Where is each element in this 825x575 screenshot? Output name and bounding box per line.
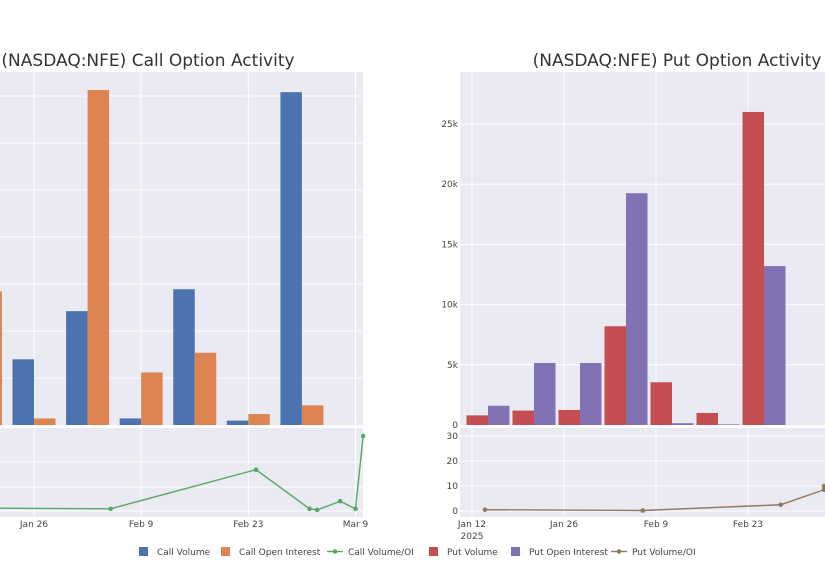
put-ratio-y-tick-label: 30 bbox=[447, 432, 459, 442]
call-open-interest-bar bbox=[301, 405, 324, 425]
put-y-tick-label: 0 bbox=[452, 421, 458, 431]
put-ratio-plot-area bbox=[460, 428, 825, 517]
put-y-tick-label: 25k bbox=[441, 120, 458, 130]
legend-item: Put Volume bbox=[429, 547, 498, 558]
call-open-interest-bar bbox=[34, 418, 56, 425]
call-volume-oi-point bbox=[253, 467, 259, 472]
put-x-tick-label: Feb 23 bbox=[733, 520, 763, 530]
call-volume-oi-point bbox=[307, 506, 312, 512]
call-ratio-plot-area bbox=[0, 428, 363, 517]
put-volume-bar bbox=[558, 409, 580, 425]
call-open-interest-bar bbox=[248, 414, 270, 425]
call-volume-bar bbox=[66, 311, 88, 425]
put-y-tick-label: 10k bbox=[441, 301, 458, 311]
call-volume-bar bbox=[280, 92, 302, 425]
legend-item: Call Volume/OI bbox=[327, 548, 414, 558]
call-volume-bar bbox=[119, 418, 142, 425]
put-volume-oi-point bbox=[640, 508, 646, 513]
put-volume-bar bbox=[696, 412, 718, 425]
call-chart-title: (NASDAQ:NFE) Call Option Activity bbox=[1, 51, 294, 71]
call-volume-bar bbox=[226, 420, 249, 425]
legend-label: Call Open Interest bbox=[239, 548, 321, 558]
legend-item: Call Volume bbox=[139, 547, 211, 558]
legend-swatch bbox=[429, 547, 438, 556]
put-ratio-y-tick-label: 10 bbox=[447, 482, 459, 492]
put-chart-title: (NASDAQ:NFE) Put Option Activity bbox=[533, 51, 822, 71]
put-volume-oi-point bbox=[821, 487, 825, 493]
put-ratio-y-tick-label: 20 bbox=[447, 457, 459, 467]
put-open-interest-bar bbox=[764, 266, 786, 425]
legend-label: Put Open Interest bbox=[529, 548, 608, 558]
legend-label: Put Volume/OI bbox=[632, 548, 696, 558]
put-volume-oi-point bbox=[778, 502, 784, 508]
put-volume-bar bbox=[742, 111, 764, 426]
legend-label: Call Volume/OI bbox=[348, 548, 414, 558]
put-y-tick-label: 15k bbox=[441, 240, 458, 250]
call-volume-oi-point bbox=[353, 506, 358, 512]
put-open-interest-bar bbox=[580, 362, 602, 425]
put-volume-oi-point bbox=[482, 507, 488, 513]
legend-label: Put Volume bbox=[447, 548, 498, 558]
call-volume-oi-point bbox=[360, 433, 366, 439]
put-volume-bar bbox=[466, 415, 488, 425]
call-x-tick-label: Feb 9 bbox=[129, 520, 154, 530]
chart-legend: Call Volume Call Open Interest Call Volume… bbox=[139, 547, 696, 558]
call-volume-bar bbox=[12, 359, 34, 425]
call-open-interest-bar bbox=[0, 291, 2, 425]
legend-item: Put Volume/OI bbox=[611, 548, 696, 558]
call-volume-bar bbox=[173, 289, 195, 425]
put-y-tick-label: 20k bbox=[441, 180, 458, 190]
put-open-interest-bar bbox=[672, 423, 694, 425]
put-volume-bar bbox=[604, 326, 626, 425]
call-open-interest-bar bbox=[87, 90, 110, 425]
put-x-tick-label: Feb 9 bbox=[644, 520, 669, 530]
put-open-interest-bar bbox=[626, 193, 648, 425]
legend-line-marker bbox=[332, 549, 338, 554]
call-open-interest-bar bbox=[141, 372, 163, 425]
put-open-interest-bar bbox=[488, 405, 510, 425]
call-volume-oi-point bbox=[314, 507, 320, 513]
put-volume-bar bbox=[650, 382, 672, 425]
put-option-panel: (NASDAQ:NFE) Put Option Activity 0 5k 10k 1… bbox=[441, 51, 825, 542]
legend-item: Put Open Interest bbox=[511, 547, 608, 558]
call-volume-oi-point bbox=[337, 498, 343, 504]
legend-swatch bbox=[221, 547, 230, 556]
call-option-panel: (NASDAQ:NFE) Call Option Activity Jan 26… bbox=[0, 51, 369, 530]
put-open-interest-bar bbox=[534, 362, 556, 425]
legend-line-marker bbox=[616, 549, 622, 554]
call-open-interest-bar bbox=[194, 352, 217, 425]
legend-label: Call Volume bbox=[157, 548, 211, 558]
call-x-tick-label: Jan 26 bbox=[19, 520, 48, 530]
put-open-interest-bar bbox=[718, 424, 740, 425]
put-x-tick-year: 2025 bbox=[461, 532, 484, 542]
put-volume-bar bbox=[512, 410, 534, 425]
legend-item: Call Open Interest bbox=[221, 547, 321, 558]
put-ratio-y-tick-label: 0 bbox=[452, 507, 458, 517]
call-x-tick-label: Feb 23 bbox=[233, 520, 263, 530]
put-volume-oi-point bbox=[821, 483, 825, 489]
put-x-tick-label: Jan 12 bbox=[457, 520, 486, 530]
call-x-tick-label: Mar 9 bbox=[343, 520, 369, 530]
put-y-tick-label: 5k bbox=[447, 361, 459, 371]
legend-swatch bbox=[139, 547, 148, 556]
put-x-tick-label: Jan 26 bbox=[549, 520, 578, 530]
call-volume-oi-line bbox=[0, 435, 364, 511]
call-volume-oi-point bbox=[108, 506, 113, 512]
legend-swatch bbox=[511, 547, 520, 556]
